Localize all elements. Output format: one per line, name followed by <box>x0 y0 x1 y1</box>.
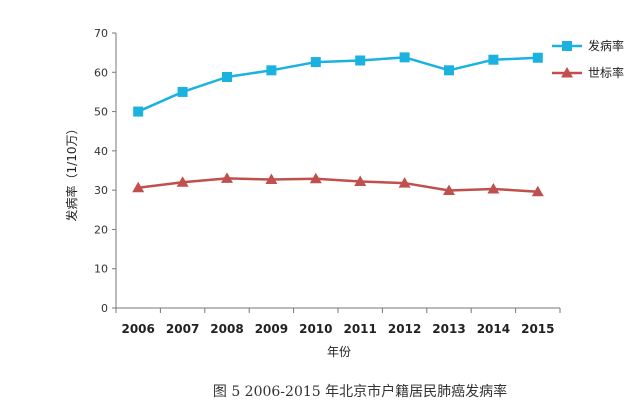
y-tick-label: 20 <box>94 223 108 236</box>
legend-marker-triangle <box>561 67 573 78</box>
series-1 <box>133 52 543 117</box>
data-point-triangle <box>221 172 233 183</box>
y-axis-title: 发病率（1/10万） <box>64 123 79 222</box>
series-line <box>138 177 538 193</box>
data-point-square <box>399 52 410 63</box>
legend-label: 发病率 <box>588 38 624 53</box>
data-point-square <box>266 65 277 76</box>
data-point-triangle <box>398 177 411 188</box>
x-tick-label: 2006 <box>121 322 154 336</box>
x-axis: 2006 2007 2008 2009 2010 2011 2012 2013 2014 2015 <box>115 307 561 336</box>
y-tick-label: 0 <box>101 302 108 315</box>
data-point-square <box>310 57 321 68</box>
y-tick-label: 60 <box>94 66 108 79</box>
x-tick-label: 2008 <box>210 322 243 336</box>
figure-caption: 图 5 2006-2015 年北京市户籍居民肺癌发病率 <box>213 383 507 400</box>
data-point-square <box>177 86 188 97</box>
x-tick-label: 2009 <box>255 322 288 336</box>
x-tick-label: 2007 <box>166 322 199 336</box>
x-tick-label: 2013 <box>432 322 465 336</box>
legend-item: 发病率 <box>552 38 624 53</box>
data-point-square <box>488 54 499 65</box>
y-tick-label: 50 <box>94 106 108 119</box>
data-point-triangle <box>176 176 189 187</box>
y-tick-label: 70 <box>94 27 108 40</box>
data-point-triangle <box>309 172 322 184</box>
x-axis-title: 年份 <box>327 345 351 359</box>
y-tick-label: 40 <box>94 145 108 158</box>
legend-item: 世标率 <box>552 65 624 80</box>
x-tick-label: 2012 <box>388 322 421 336</box>
data-point-triangle <box>443 184 455 196</box>
data-point-square <box>133 106 144 117</box>
series-2 <box>132 172 544 197</box>
x-tick-label: 2014 <box>477 322 510 336</box>
data-point-triangle <box>531 185 544 197</box>
x-tick-label: 2015 <box>521 322 554 336</box>
series-line <box>137 56 538 113</box>
y-axis: 0 10 20 30 40 50 60 70 <box>94 27 117 315</box>
y-tick-label: 10 <box>94 263 108 276</box>
data-point-triangle <box>354 175 367 186</box>
data-point-triangle <box>265 173 278 185</box>
data-point-square <box>444 65 454 76</box>
legend-label: 世标率 <box>588 65 624 80</box>
data-point-square <box>222 72 232 82</box>
legend-marker-square <box>562 41 572 51</box>
data-point-square <box>355 55 366 66</box>
data-point-triangle <box>132 181 145 193</box>
x-tick-label: 2011 <box>343 322 376 336</box>
x-tick-label: 2010 <box>299 322 332 336</box>
plot-area <box>132 52 544 197</box>
data-point-square <box>532 52 543 63</box>
data-point-triangle <box>487 182 500 194</box>
y-tick-label: 30 <box>94 184 108 197</box>
